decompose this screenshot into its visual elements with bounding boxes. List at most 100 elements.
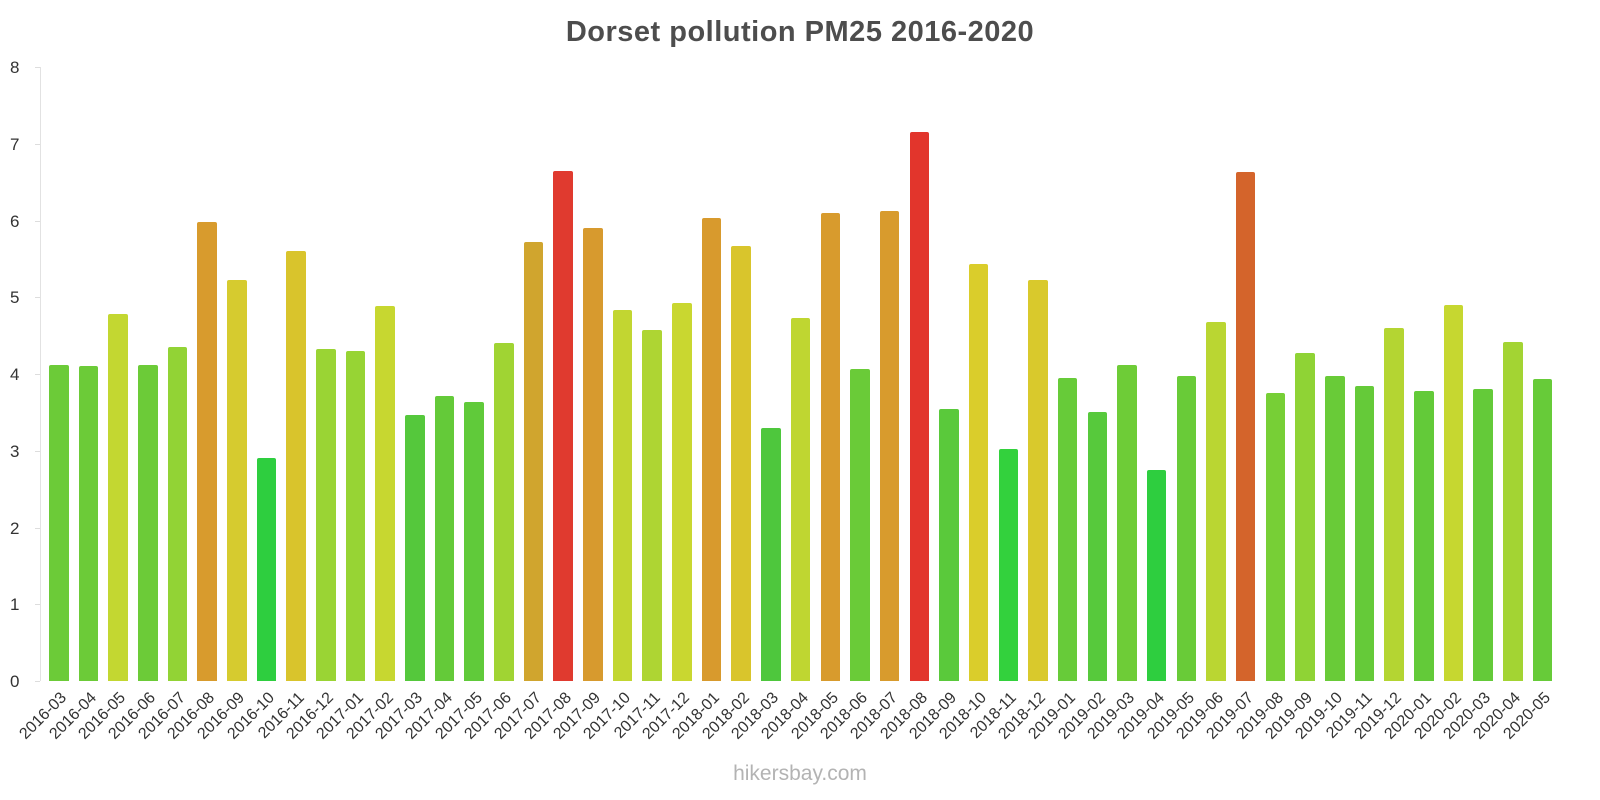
y-tick-mark: [35, 143, 40, 145]
bar-cell: 2018-04: [758, 67, 816, 743]
bar: [701, 218, 722, 681]
bar-cell: 2019-05: [1144, 67, 1202, 743]
bar-cell: 2019-01: [1025, 67, 1083, 743]
bar: [49, 364, 69, 681]
y-tick-label: 6: [10, 211, 20, 231]
bar: [1413, 390, 1434, 681]
bar: [286, 251, 306, 681]
bar: [138, 364, 158, 681]
bar-cell: 2017-04: [402, 67, 460, 743]
bar: [583, 228, 603, 681]
y-tick-label: 1: [10, 595, 20, 615]
bar: [820, 212, 841, 681]
bar: [1146, 469, 1167, 681]
bar: [1324, 375, 1345, 681]
y-axis: 0 1 2 3 4 5 6 7 8: [0, 59, 40, 690]
bar-cell: 2020-01: [1382, 67, 1439, 743]
y-tick-mark: [35, 374, 40, 375]
bar: [909, 132, 930, 681]
y-tick-mark: [35, 67, 40, 68]
bar: [642, 330, 663, 681]
bar: [672, 302, 692, 681]
bar-cell: 2018-11: [967, 67, 1024, 742]
bar: [761, 427, 781, 681]
bar-cell: 2018-01: [669, 67, 727, 743]
bar-cell: 2016-10: [224, 67, 282, 743]
bar-cell: 2017-03: [373, 67, 430, 743]
y-tick-mark: [35, 220, 40, 222]
bar: [1265, 393, 1286, 681]
bar-cell: 2020-05: [1500, 67, 1558, 743]
bar-cell: 2016-08: [165, 67, 222, 743]
bar-cell: 2019-11: [1323, 67, 1380, 742]
bar: [1384, 327, 1404, 681]
y-tick-label: 0: [10, 672, 20, 691]
bar: [494, 343, 514, 681]
bar: [1443, 304, 1464, 681]
bar-cell: 2016-05: [76, 67, 133, 743]
y-tick-mark: [35, 297, 40, 299]
bars: 2016-03 2016-04 2016-05 2016-06 2016-07 2016-…: [17, 67, 1560, 743]
bar-cell: 2019-02: [1055, 67, 1113, 743]
y-tick-label: 2: [10, 518, 20, 538]
bar-cell: 2017-11: [611, 67, 667, 742]
bar-cell: 2016-12: [284, 67, 341, 743]
bar-cell: 2017-07: [491, 67, 549, 743]
bar-cell: 2018-03: [729, 67, 786, 743]
bar: [108, 314, 128, 681]
bar: [998, 449, 1019, 681]
y-tick-mark: [35, 527, 40, 529]
bar-cell: 2017-12: [640, 67, 697, 743]
bar-cell: 2016-11: [255, 67, 311, 742]
bar: [227, 279, 247, 681]
bar-cell: 2019-08: [1233, 67, 1291, 743]
bar: [1087, 412, 1108, 681]
bar: [1502, 341, 1523, 681]
bar-cell: 2017-05: [432, 67, 489, 743]
chart-title: Dorset pollution PM25 2016-2020: [565, 16, 1035, 48]
bar: [256, 457, 277, 681]
bar: [1206, 321, 1226, 681]
bar: [1354, 385, 1375, 681]
bar-cell: 2017-10: [580, 67, 638, 743]
y-tick-label: 8: [10, 58, 20, 77]
bar: [405, 415, 425, 681]
plot-area: 2016-03 2016-04 2016-05 2016-06 2016-07 2016-…: [17, 67, 1560, 743]
bar: [612, 310, 633, 681]
bar: [553, 170, 574, 681]
bar-cell: 2017-09: [551, 67, 608, 743]
y-tick-mark: [35, 450, 40, 452]
bar-cell: 2018-02: [699, 67, 756, 743]
bar: [850, 368, 870, 681]
bar: [1028, 280, 1048, 681]
bar: [1117, 364, 1137, 681]
bar-cell: 2016-03: [17, 67, 74, 743]
bar: [968, 264, 989, 681]
bar-cell: 2019-04: [1114, 67, 1172, 743]
bar: [78, 366, 99, 681]
bar-cell: 2016-06: [106, 67, 163, 743]
bar: [939, 408, 959, 681]
bar: [1473, 389, 1493, 681]
bar-cell: 2017-02: [343, 67, 400, 743]
bar: [790, 317, 811, 681]
bar: [464, 402, 485, 681]
y-tick-label: 3: [10, 441, 20, 461]
bar-cell: 2020-04: [1471, 67, 1528, 743]
bar-cell: 2016-04: [46, 67, 104, 743]
bar-cell: 2018-08: [877, 67, 934, 743]
y-tick-label: 4: [10, 365, 20, 384]
bar: [879, 210, 900, 681]
bar: [1532, 379, 1553, 681]
bar: [316, 348, 336, 681]
bar: [167, 347, 188, 681]
y-tick-label: 5: [10, 288, 20, 308]
bar: [197, 222, 217, 681]
bar: [523, 242, 544, 681]
bar: [1057, 377, 1078, 681]
bar-cell: 2018-09: [907, 67, 964, 743]
bar: [345, 350, 366, 681]
y-tick-mark: [35, 604, 40, 606]
bar: [1176, 375, 1197, 681]
